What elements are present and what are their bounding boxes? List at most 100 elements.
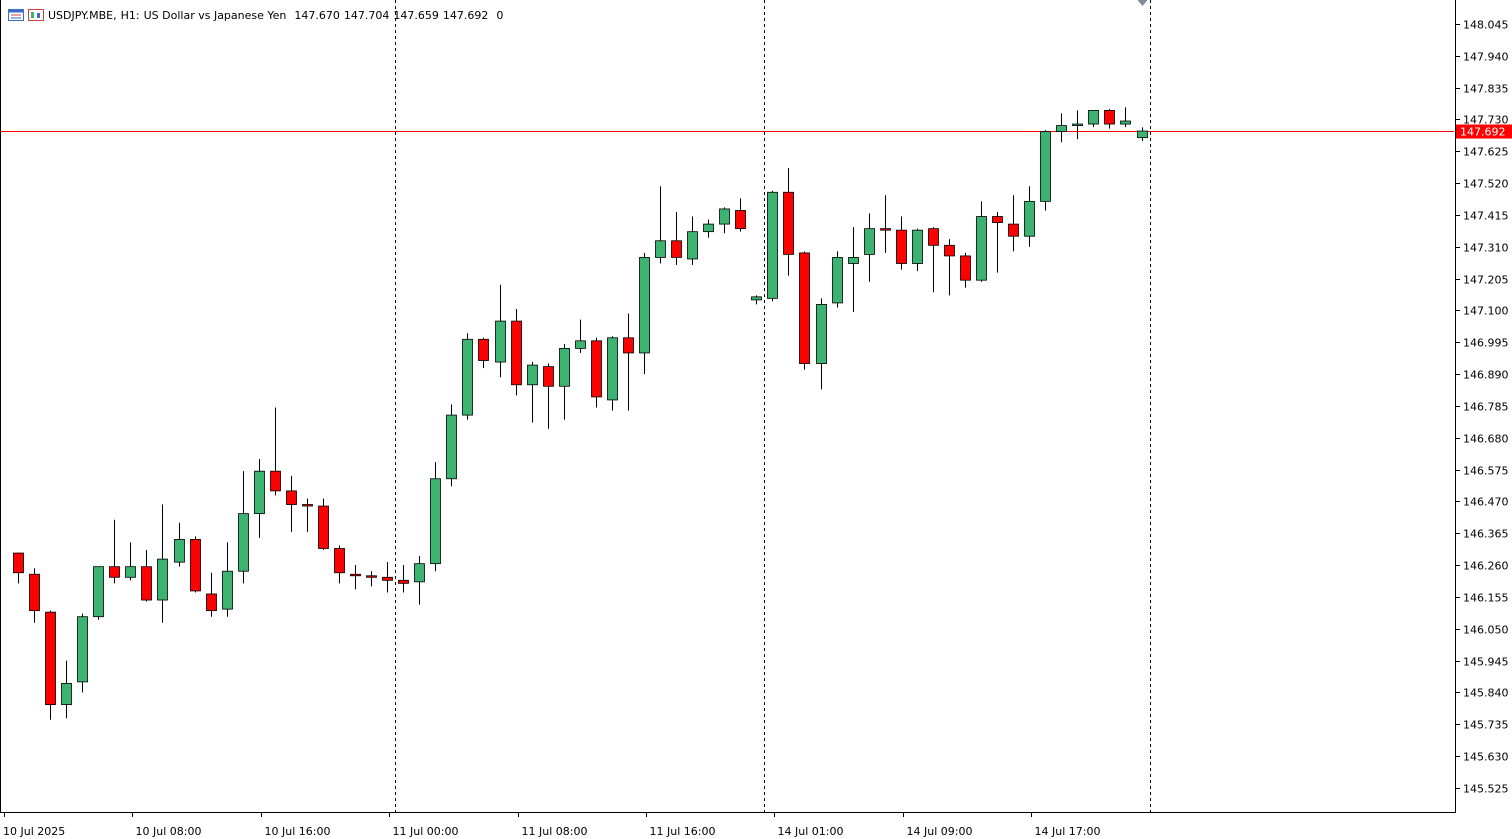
candle[interactable]	[799, 251, 810, 370]
candle[interactable]	[543, 363, 554, 429]
candle[interactable]	[45, 610, 56, 720]
candle-body	[141, 566, 152, 601]
candle[interactable]	[527, 362, 538, 423]
candle[interactable]	[767, 190, 778, 302]
candle[interactable]	[286, 475, 297, 532]
candle-body	[1120, 120, 1131, 125]
candle-body	[1056, 125, 1067, 133]
candle[interactable]	[222, 542, 233, 617]
candle[interactable]	[880, 195, 891, 253]
candle[interactable]	[703, 219, 714, 238]
candle[interactable]	[109, 519, 120, 584]
candle[interactable]	[671, 211, 682, 266]
candle[interactable]	[864, 213, 875, 282]
candle[interactable]	[254, 459, 265, 538]
candle-body	[398, 579, 409, 584]
candle[interactable]	[992, 211, 1003, 273]
candle-body	[334, 548, 345, 574]
y-tick-label: 147.520	[1463, 178, 1509, 191]
candle-body	[928, 228, 939, 246]
candle[interactable]	[414, 556, 425, 605]
candle[interactable]	[735, 198, 746, 232]
candle[interactable]	[1024, 186, 1035, 247]
candle[interactable]	[976, 201, 987, 282]
candle-body	[687, 231, 698, 260]
candle[interactable]	[591, 337, 602, 408]
candle[interactable]	[366, 571, 377, 587]
candle[interactable]	[912, 228, 923, 272]
candle[interactable]	[639, 252, 650, 375]
candle[interactable]	[1072, 110, 1083, 140]
y-tick-label: 145.630	[1463, 751, 1509, 764]
list-view-icon[interactable]	[8, 8, 24, 22]
candle[interactable]	[495, 284, 506, 378]
candle[interactable]	[575, 319, 586, 353]
y-tick-label: 147.205	[1463, 274, 1509, 287]
candle[interactable]	[655, 186, 666, 264]
candle[interactable]	[174, 522, 185, 567]
last-bar-marker-icon	[1137, 0, 1148, 6]
candle[interactable]	[318, 498, 329, 551]
candle[interactable]	[944, 239, 955, 296]
candle[interactable]	[462, 333, 473, 420]
candle[interactable]	[93, 566, 104, 620]
candle[interactable]	[350, 565, 361, 590]
candle[interactable]	[960, 252, 971, 288]
candle[interactable]	[398, 565, 409, 593]
x-tick-label: 11 Jul 08:00	[522, 825, 588, 838]
y-tick-label: 147.100	[1463, 305, 1509, 318]
y-tick-label: 146.785	[1463, 401, 1509, 414]
candle[interactable]	[270, 407, 281, 496]
candle-body	[478, 338, 489, 361]
candle[interactable]	[334, 545, 345, 584]
candle[interactable]	[29, 568, 40, 623]
candle[interactable]	[783, 168, 794, 276]
candle[interactable]	[559, 343, 570, 420]
candle[interactable]	[848, 227, 859, 313]
candle[interactable]	[896, 216, 907, 270]
candle[interactable]	[190, 536, 201, 593]
chart-toggle-icon[interactable]	[28, 8, 44, 22]
candle-body	[1137, 130, 1148, 139]
candle-body	[125, 566, 136, 578]
candle[interactable]	[206, 572, 217, 617]
candle[interactable]	[478, 337, 489, 369]
candle[interactable]	[928, 227, 939, 293]
candle[interactable]	[1120, 107, 1131, 128]
candle[interactable]	[607, 336, 618, 411]
candle[interactable]	[719, 207, 730, 234]
candle[interactable]	[430, 462, 441, 572]
candle-body	[29, 573, 40, 612]
y-tick-label: 146.050	[1463, 624, 1509, 637]
candle[interactable]	[1104, 108, 1115, 129]
candle[interactable]	[687, 216, 698, 266]
candle-body	[944, 244, 955, 257]
candle[interactable]	[125, 542, 136, 581]
candle[interactable]	[157, 504, 168, 623]
candle-body	[880, 228, 891, 231]
candle[interactable]	[1088, 110, 1099, 128]
candle-body	[527, 364, 538, 386]
candle[interactable]	[1137, 127, 1148, 142]
candle[interactable]	[1056, 113, 1067, 143]
candle-body	[912, 229, 923, 264]
candle[interactable]	[446, 404, 457, 487]
candle[interactable]	[13, 552, 24, 584]
candle[interactable]	[1040, 130, 1051, 211]
candle[interactable]	[61, 660, 72, 719]
candle[interactable]	[751, 295, 762, 305]
candle[interactable]	[77, 613, 88, 693]
candle[interactable]	[302, 498, 313, 532]
candle[interactable]	[238, 471, 249, 584]
candle[interactable]	[511, 308, 522, 396]
candle[interactable]	[623, 313, 634, 411]
candle-body	[254, 470, 265, 515]
y-tick-label: 147.940	[1463, 51, 1509, 64]
candle[interactable]	[1008, 195, 1019, 252]
candle[interactable]	[816, 298, 827, 390]
candle[interactable]	[382, 562, 393, 593]
candle[interactable]	[141, 550, 152, 602]
candle-body	[446, 414, 457, 480]
candle[interactable]	[832, 251, 843, 308]
